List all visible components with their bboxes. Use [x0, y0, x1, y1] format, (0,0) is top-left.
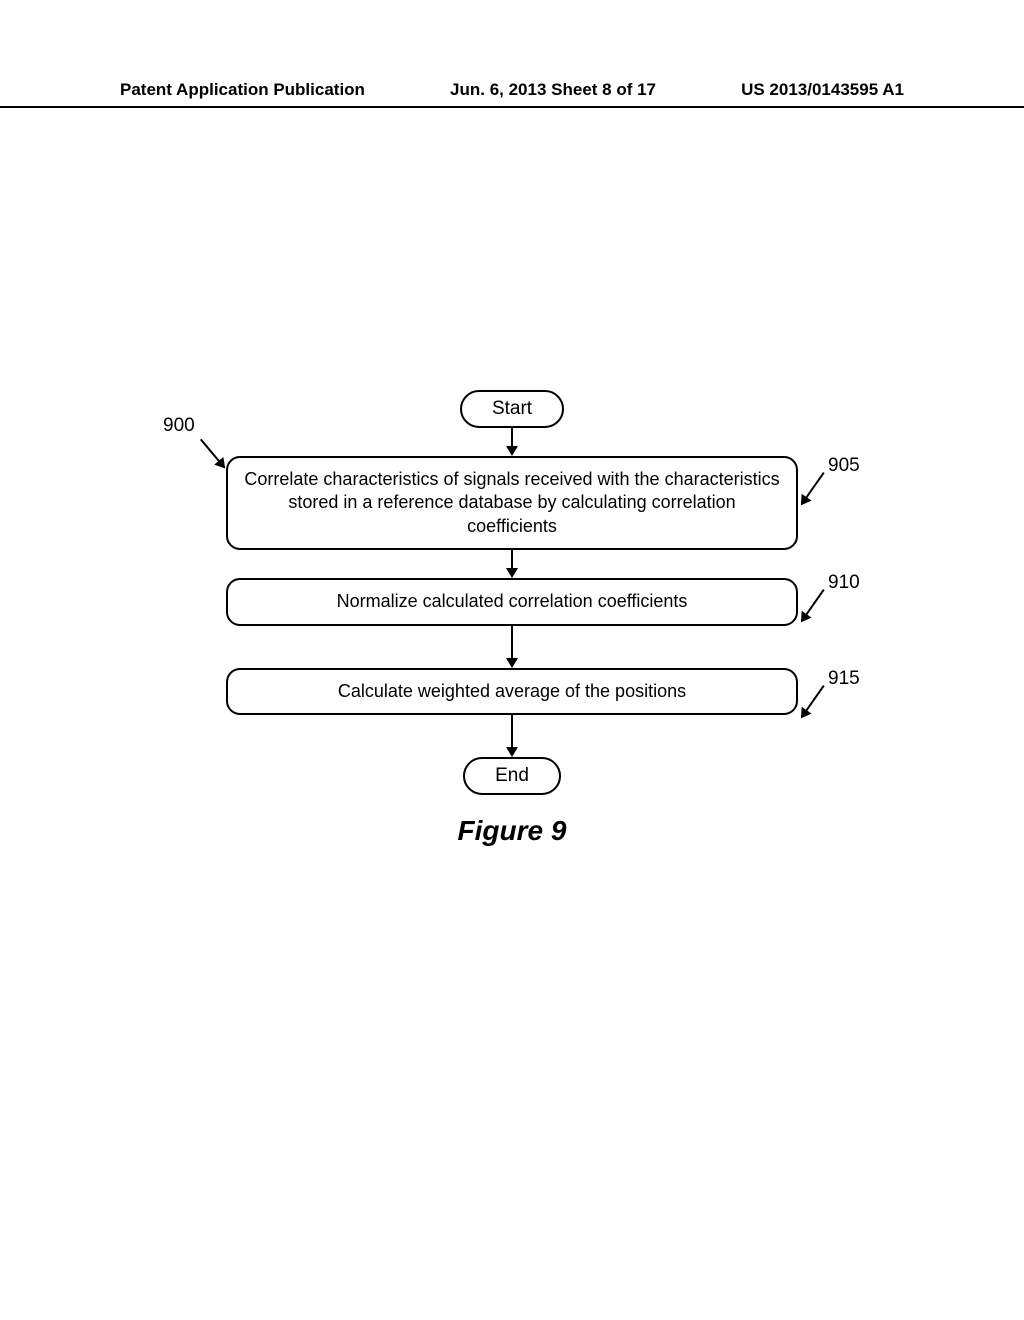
arrow-905-to-910 [511, 550, 513, 578]
patent-page: Patent Application Publication Jun. 6, 2… [0, 0, 1024, 1320]
arrow-915-to-end [511, 715, 513, 757]
ref-900-label: 900 [163, 415, 195, 437]
arrow-910-to-915 [511, 626, 513, 668]
ref-905-label: 905 [828, 455, 860, 477]
page-header: Patent Application Publication Jun. 6, 2… [0, 80, 1024, 108]
end-terminator: End [463, 757, 561, 795]
ref-910-label: 910 [828, 572, 860, 594]
process-915: Calculate weighted average of the positi… [226, 668, 798, 715]
arrow-start-to-905 [511, 428, 513, 456]
header-left: Patent Application Publication [120, 80, 365, 100]
header-center: Jun. 6, 2013 Sheet 8 of 17 [450, 80, 656, 100]
flowchart: Start Correlate characteristics of signa… [0, 390, 1024, 847]
process-905: Correlate characteristics of signals rec… [226, 456, 798, 550]
figure-caption: Figure 9 [458, 815, 567, 847]
start-terminator: Start [460, 390, 564, 428]
header-right: US 2013/0143595 A1 [741, 80, 904, 100]
process-910: Normalize calculated correlation coeffic… [226, 578, 798, 625]
ref-915-label: 915 [828, 668, 860, 690]
